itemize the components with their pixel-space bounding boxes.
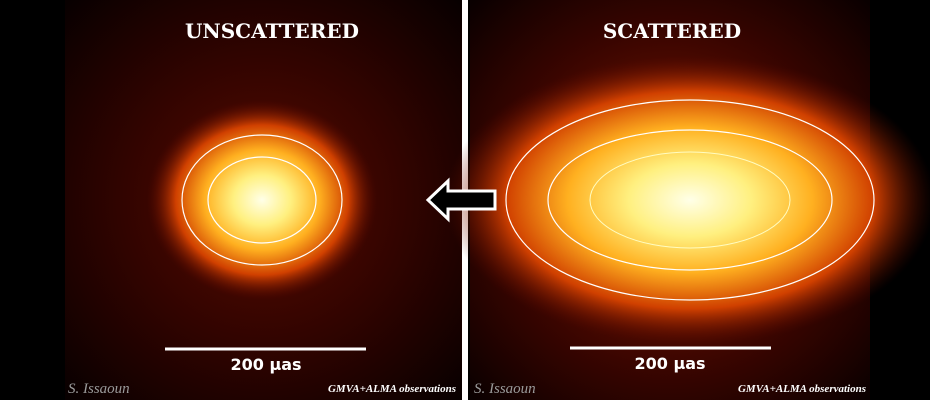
unscattered-source <box>147 100 377 300</box>
scale-label: 200 µas <box>634 354 705 373</box>
credit: S. Issaoun <box>68 381 130 397</box>
contour <box>589 151 791 249</box>
contour <box>547 129 833 271</box>
contour <box>181 134 343 266</box>
scale-label: 200 µas <box>230 355 301 374</box>
credit: S. Issaoun <box>474 381 536 397</box>
observation-note: GMVA+ALMA observations <box>328 383 456 395</box>
panel-title: UNSCATTERED <box>185 19 359 43</box>
scattered-source <box>445 55 930 345</box>
arrow <box>425 177 497 223</box>
panel-title: SCATTERED <box>603 19 741 43</box>
contour <box>505 99 875 301</box>
contour <box>207 156 317 244</box>
observation-note: GMVA+ALMA observations <box>738 383 866 395</box>
